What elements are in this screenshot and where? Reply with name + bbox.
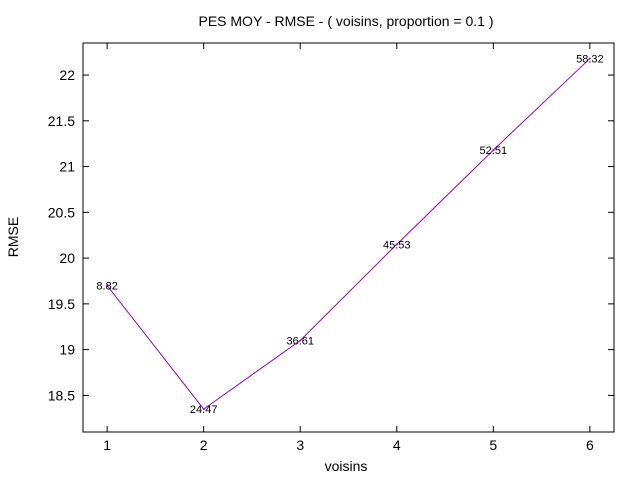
data-point-label: 52.51: [480, 145, 508, 157]
x-tick-label: 3: [296, 437, 304, 453]
y-axis: 18.5 19 19.5 20 20.5 21 21.5 22: [48, 67, 614, 403]
y-tick-label: 20: [59, 250, 75, 266]
plot-frame: [82, 42, 615, 433]
x-tick-label: 2: [200, 437, 208, 453]
y-tick-label: 19.5: [48, 296, 75, 312]
y-axis-label: RMSE: [5, 217, 21, 257]
data-point: [202, 408, 205, 411]
data-point: [299, 339, 302, 342]
x-axis: 1 2 3 4 5 6: [103, 43, 594, 453]
y-tick-label: 21.5: [48, 113, 75, 129]
y-tick-label: 21: [59, 159, 75, 175]
data-point-label: 24.47: [190, 404, 218, 416]
data-point-label: 45.53: [383, 239, 411, 251]
data-labels: 8.82 24.47 36.61 45.53 52.51 58.32: [96, 54, 603, 417]
y-tick-label: 18.5: [48, 387, 75, 403]
data-point-label: 8.82: [96, 281, 117, 293]
x-axis-label: voisins: [325, 458, 368, 474]
y-tick-label: 22: [59, 67, 75, 83]
x-tick-label: 4: [393, 437, 401, 453]
series-group: [106, 57, 591, 411]
x-tick-label: 1: [103, 437, 111, 453]
data-point: [106, 284, 109, 287]
data-point: [395, 243, 398, 246]
data-point: [492, 149, 495, 152]
x-tick-label: 5: [489, 437, 497, 453]
data-point-label: 58.32: [576, 54, 604, 66]
chart-title: PES MOY - RMSE - ( voisins, proportion =…: [198, 13, 493, 29]
x-tick-label: 6: [586, 437, 594, 453]
y-tick-label: 19: [59, 342, 75, 358]
series-line: [106, 58, 591, 410]
y-tick-label: 20.5: [48, 204, 75, 220]
data-point-label: 36.61: [286, 335, 314, 347]
data-point: [588, 57, 591, 60]
